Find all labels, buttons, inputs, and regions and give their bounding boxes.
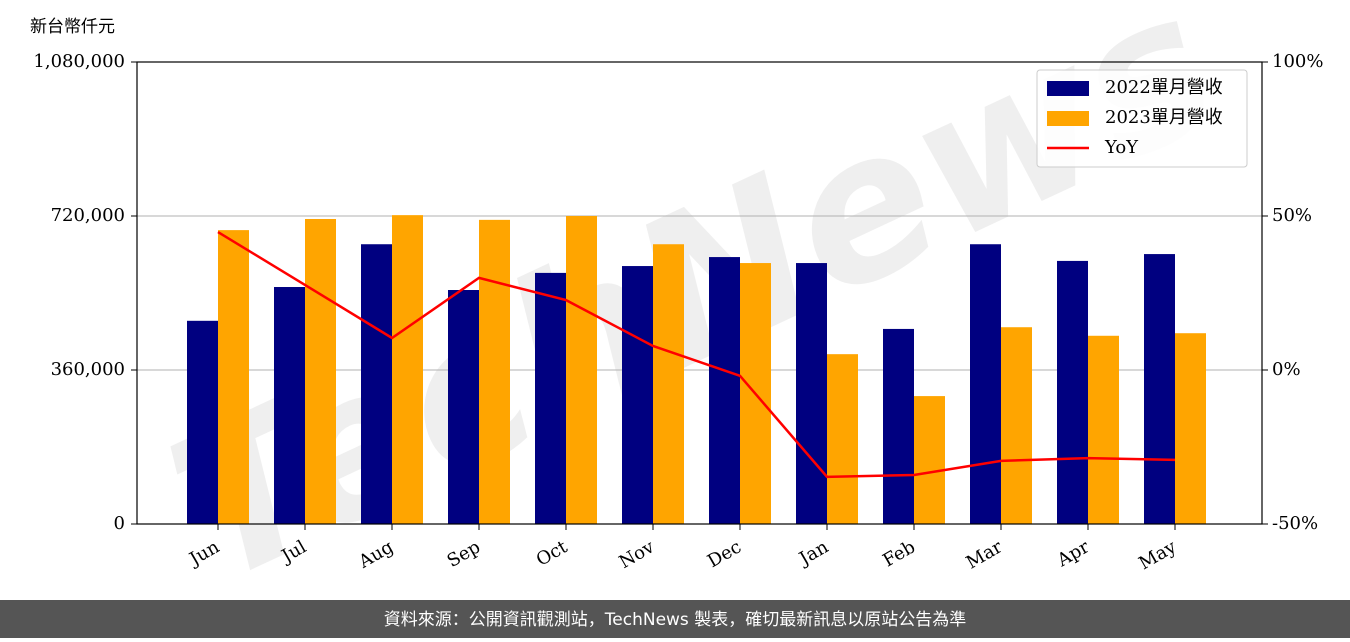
bar xyxy=(479,219,510,524)
bar xyxy=(448,290,479,524)
x-tick-label: May xyxy=(1135,536,1180,574)
bar xyxy=(305,218,336,524)
y-tick-label: 1,080,000 xyxy=(33,51,125,72)
legend-label: 2023單月營收 xyxy=(1105,107,1223,128)
bar xyxy=(883,328,914,524)
bar xyxy=(361,244,392,524)
legend-label: 2022單月營收 xyxy=(1105,77,1223,98)
footer: 資料來源：公開資訊觀測站，TechNews 製表，確切最新訊息以原站公告為準 xyxy=(384,610,966,630)
plot-frame xyxy=(136,61,1263,525)
bar xyxy=(187,320,218,524)
bar xyxy=(1057,260,1088,524)
bar xyxy=(653,244,684,524)
y2-tick-label: 0% xyxy=(1272,359,1301,380)
y2-tick-label: 50% xyxy=(1272,205,1312,226)
x-tick-label: Jan xyxy=(794,536,832,570)
bar xyxy=(218,230,249,524)
y2-tick-label: 100% xyxy=(1272,51,1323,72)
bar xyxy=(1144,254,1175,525)
y-axis-label: 新台幣仟元 xyxy=(30,17,115,37)
bar xyxy=(274,287,305,524)
bar xyxy=(392,215,423,524)
bar xyxy=(535,272,566,524)
bar xyxy=(1001,327,1032,524)
bar xyxy=(827,354,858,524)
line xyxy=(217,230,1176,479)
footer-bar xyxy=(0,600,1350,638)
legend-swatch xyxy=(1047,111,1089,126)
x-tick-label: Feb xyxy=(879,536,919,571)
bar xyxy=(566,216,597,524)
y-tick-label: 720,000 xyxy=(51,205,125,226)
bar xyxy=(914,396,945,524)
legend-swatch xyxy=(1047,81,1089,96)
bar xyxy=(622,266,653,524)
x-tick-label: Dec xyxy=(704,536,745,572)
x-tick-label: Nov xyxy=(616,536,659,573)
y-tick-label: 0 xyxy=(114,513,125,534)
x-tick-label: Oct xyxy=(533,536,572,571)
legend-box xyxy=(1036,69,1248,168)
bar xyxy=(709,257,740,524)
bar xyxy=(1175,333,1206,524)
bar xyxy=(1088,335,1119,524)
x-tick-label: Sep xyxy=(444,536,484,571)
x-tick-label: Mar xyxy=(963,536,1007,573)
y2-tick-label: -50% xyxy=(1272,513,1318,534)
legend-label: YoY xyxy=(1104,137,1139,158)
bar xyxy=(796,263,827,524)
y-tick-label: 360,000 xyxy=(51,359,125,380)
x-tick-label: Apr xyxy=(1053,536,1093,571)
bar xyxy=(970,244,1001,524)
